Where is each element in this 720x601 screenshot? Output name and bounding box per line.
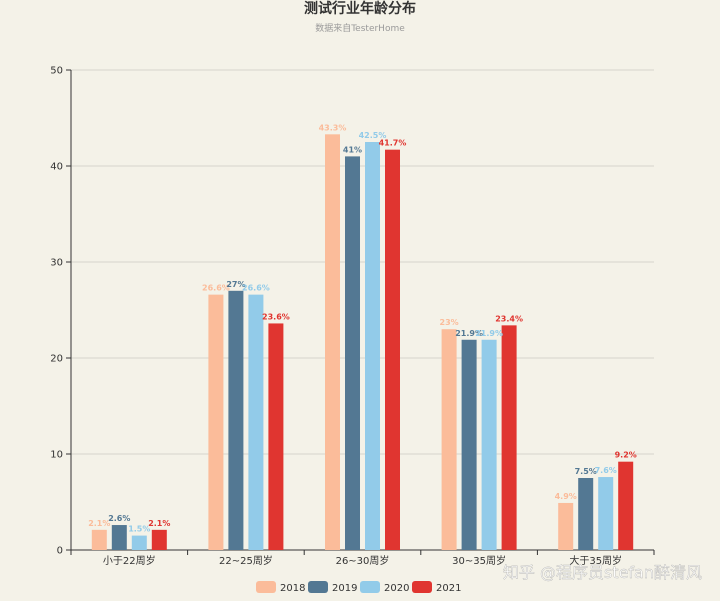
x-axis: 小于22周岁 22~25周岁 26~30周岁 30~35周岁 大于35周岁 — [70, 549, 655, 567]
bar — [618, 461, 634, 550]
data-labels-layer: 2.1%2.6%1.5%2.1%26.6%27%26.6%23.6%43.3%4… — [88, 123, 637, 533]
bar — [365, 142, 380, 550]
bar — [111, 525, 127, 550]
bar — [385, 149, 400, 550]
legend-item[interactable]: 2018 — [256, 581, 305, 594]
watermark: 知乎 @程序员stefan醉清风 — [503, 563, 702, 582]
bar — [598, 477, 614, 550]
grid-layer — [71, 69, 654, 455]
y-tick-label: 0 — [57, 546, 63, 557]
bar — [501, 325, 517, 550]
legend-item[interactable]: 2019 — [308, 581, 357, 594]
data-label: 21.9% — [475, 329, 503, 338]
data-label: 9.2% — [615, 451, 637, 460]
bar — [208, 294, 224, 550]
legend-swatch — [256, 581, 276, 593]
legend-label: 2020 — [384, 583, 409, 594]
bar — [248, 294, 264, 550]
bar — [558, 502, 574, 550]
data-label: 41% — [343, 145, 362, 154]
legend-label: 2018 — [280, 583, 305, 594]
data-label: 2.1% — [88, 519, 110, 528]
legend-swatch — [360, 581, 380, 593]
data-label: 7.6% — [595, 466, 617, 475]
bar — [345, 156, 360, 550]
y-axis: 0 10 20 30 40 50 — [50, 66, 72, 557]
y-tick-label: 10 — [50, 450, 63, 461]
data-label: 42.5% — [359, 131, 387, 140]
chart-title: 测试行业年龄分布 — [304, 0, 416, 17]
bar — [131, 535, 147, 550]
x-tick-label: 小于22周岁 — [103, 554, 156, 567]
data-label: 2.1% — [148, 519, 170, 528]
data-label: 1.5% — [128, 525, 150, 534]
y-tick-label: 40 — [50, 162, 63, 173]
x-tick-label: 大于35周岁 — [569, 554, 622, 567]
y-tick-label: 20 — [50, 354, 63, 365]
data-label: 23.6% — [262, 312, 290, 321]
data-label: 4.9% — [555, 492, 577, 501]
bar — [481, 339, 497, 550]
y-tick-label: 30 — [50, 258, 63, 269]
bar — [325, 134, 340, 550]
legend-item[interactable]: 2021 — [412, 581, 461, 594]
bar — [461, 339, 477, 550]
data-label: 41.7% — [379, 139, 407, 148]
data-label: 7.5% — [575, 467, 597, 476]
y-tick-label: 50 — [50, 66, 63, 77]
bar — [268, 323, 284, 550]
data-label: 27% — [226, 280, 245, 289]
bar — [91, 529, 107, 550]
legend-item[interactable]: 2020 — [360, 581, 409, 594]
legend-swatch — [308, 581, 328, 593]
legend-label: 2019 — [332, 583, 357, 594]
legend: 2018 2019 2020 2021 — [256, 581, 461, 594]
data-label: 2.6% — [108, 514, 130, 523]
bars-layer — [91, 134, 634, 550]
data-label: 23.4% — [495, 314, 523, 323]
data-label: 26.6% — [242, 284, 270, 293]
x-tick-label: 30~35周岁 — [452, 554, 506, 567]
bar — [151, 529, 167, 550]
bar — [228, 290, 244, 550]
data-label: 26.6% — [202, 284, 230, 293]
x-tick-label: 26~30周岁 — [336, 554, 390, 567]
x-tick-label: 22~25周岁 — [219, 554, 273, 567]
chart-subtitle: 数据来自TesterHome — [315, 22, 405, 34]
legend-label: 2021 — [436, 583, 461, 594]
data-label: 43.3% — [319, 123, 347, 132]
bar — [578, 478, 594, 550]
legend-swatch — [412, 581, 432, 593]
data-label: 21.9% — [455, 329, 483, 338]
bar — [441, 329, 457, 550]
data-label: 23% — [440, 318, 459, 327]
